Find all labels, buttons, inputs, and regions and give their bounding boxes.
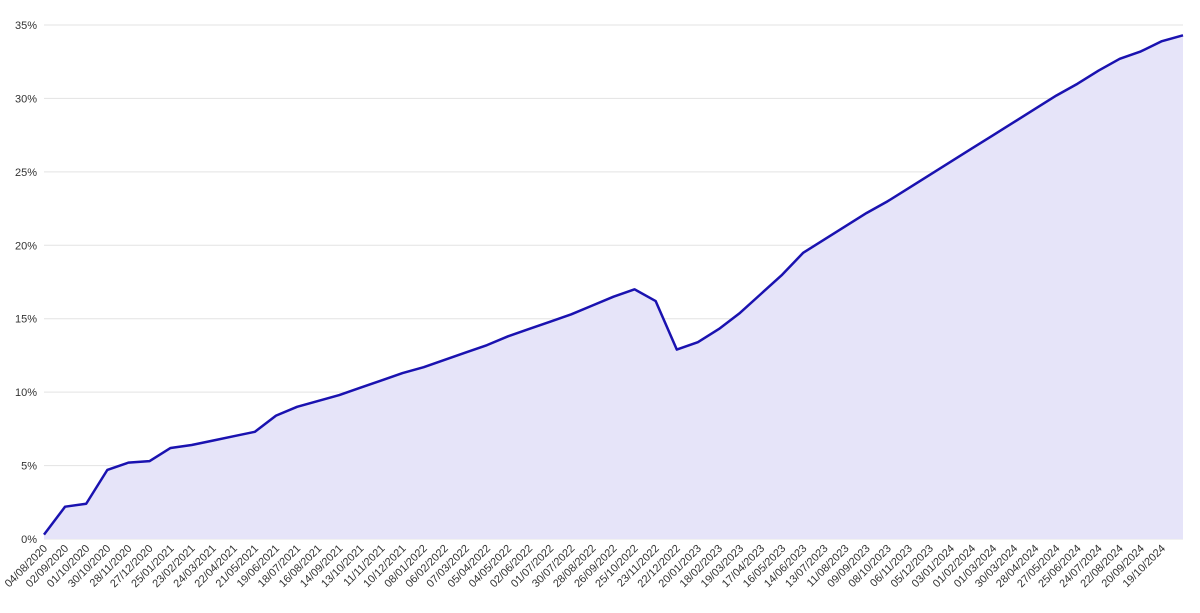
y-tick-label: 25% [15, 167, 37, 179]
y-tick-label: 35% [15, 20, 37, 32]
line [43, 34, 1184, 536]
y-tick-label: 0% [21, 534, 37, 546]
y-tick-label: 10% [15, 387, 37, 399]
y-tick-label: 30% [15, 93, 37, 105]
y-tick-label: 20% [15, 240, 37, 252]
y-tick-label: 15% [15, 314, 37, 326]
y-tick-label: 5% [21, 461, 37, 473]
area [44, 35, 1183, 539]
